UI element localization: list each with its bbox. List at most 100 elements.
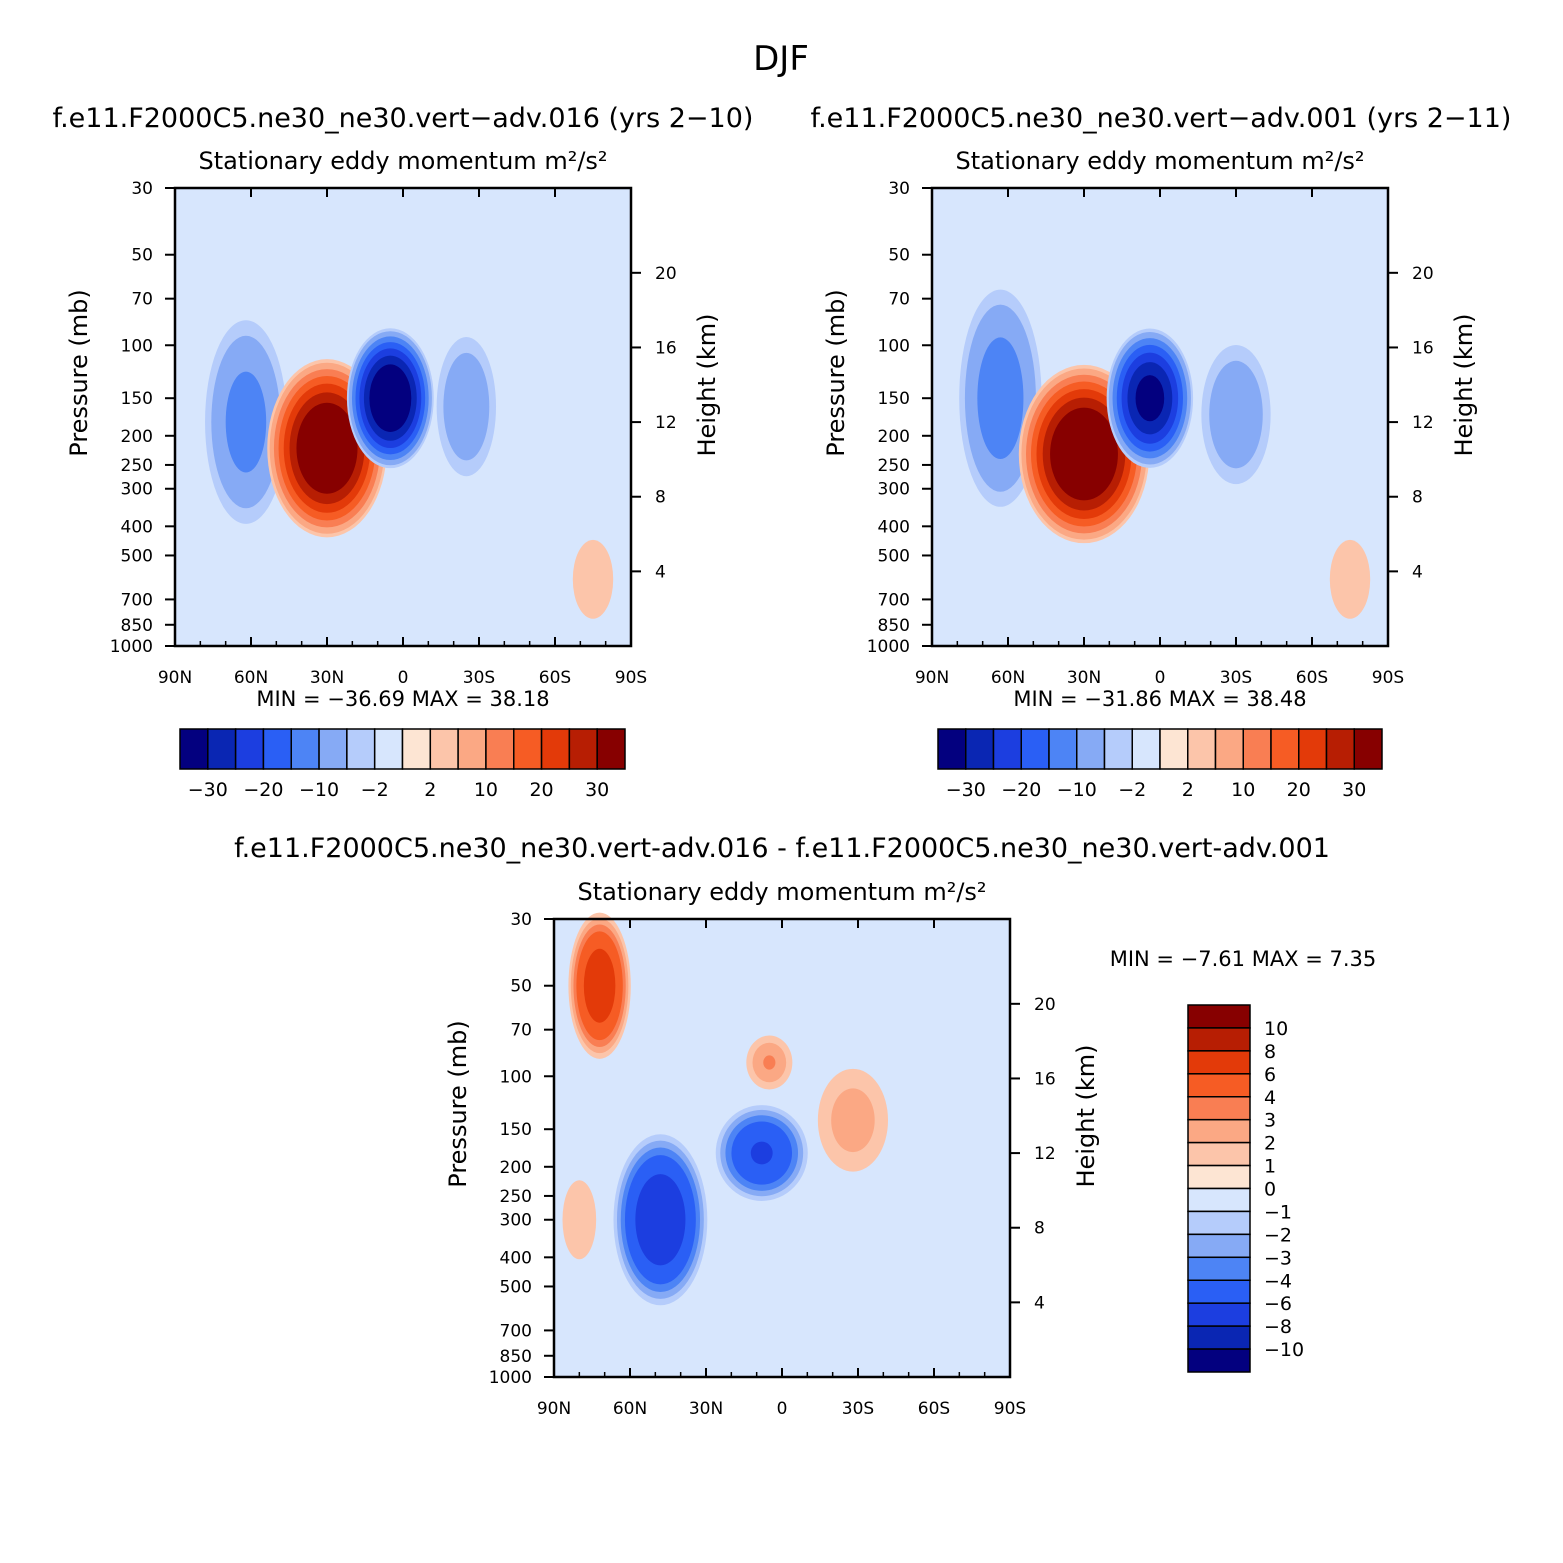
x-tick-label: 60S [1296,668,1328,688]
colorbar-swatch [346,728,376,770]
y-tick-label: 250 [878,456,910,476]
colorbar-swatch [373,728,404,770]
plot-units: m²/s² [923,878,986,906]
panel-001: f.e11.F2000C5.ne30_ne30.vert−adv.001 (yr… [811,103,1512,801]
contour-band [1209,360,1263,469]
min-max-label: MIN = −7.61 MAX = 7.35 [1110,947,1377,971]
colorbar-label: 20 [1287,779,1311,801]
y-tick-label: 50 [510,977,532,997]
colorbar-swatch [1187,1050,1251,1075]
x-tick-label: 90S [994,1399,1026,1419]
diff-title: f.e11.F2000C5.ne30_ne30.vert-adv.016 - f… [234,833,1330,864]
x-tick-label: 60N [991,668,1025,688]
colorbar-swatch [1187,1210,1251,1236]
colorbar-label: 1 [1264,1156,1276,1178]
y-tick-label: 30 [131,179,153,199]
plot-title: Stationary eddy momentum m²/s² [577,878,986,906]
y-axis-label: Pressure (mb) [65,289,93,456]
field-feature [1201,344,1271,485]
contour-band [1135,375,1165,422]
plot-title-text: Stationary eddy momentum [577,878,923,906]
contour-band [583,948,616,1023]
colorbar-swatch [1076,728,1106,770]
x-tick-label: 30S [1220,668,1252,688]
colorbar-swatch [1187,1073,1251,1098]
contour-band [977,337,1024,459]
colorbar-swatch [1187,1096,1251,1121]
field-feature [562,1180,597,1260]
colorbar-swatch [1187,1348,1251,1373]
colorbar: −30 −20 −10 −2 2 10 20 30 [179,728,626,801]
y-tick-label: 850 [500,1347,532,1367]
x-tick-label: 30S [463,668,495,688]
y-tick-label: 300 [500,1211,532,1231]
field-feature [436,337,497,477]
colorbar-swatch [1187,1027,1251,1052]
y-tick-label: 700 [121,590,153,610]
colorbar-label: 2 [1182,779,1194,801]
y-tick-label: 50 [888,246,910,266]
colorbar-swatch [965,728,995,770]
x-tick-label: 90N [158,668,192,688]
colorbar-label: −20 [243,779,283,801]
contour-band [296,402,358,494]
contour-band [1050,407,1118,501]
contour-band [831,1088,875,1153]
colorbar-swatch [540,728,571,770]
colorbar-swatch [1187,1187,1251,1213]
y2-tick-label: 4 [1034,1293,1045,1313]
y-tick-label: 150 [878,389,910,409]
contour-band [572,539,614,619]
plot-title-text: Stationary eddy momentum [198,147,544,175]
y2-tick-label: 8 [1412,488,1423,508]
y2-tick-label: 16 [1034,1069,1056,1089]
y-tick-label: 300 [878,480,910,500]
y-tick-label: 400 [878,517,910,537]
y2-tick-label: 20 [1412,264,1434,284]
x-tick-label: 90N [537,1399,571,1419]
y-tick-label: 1000 [110,637,153,657]
y2-axis-label: Height (km) [1450,314,1478,457]
plot-title: Stationary eddy momentum m²/s² [955,147,1364,175]
x-tick-label: 0 [398,668,409,688]
colorbar-swatch [1214,728,1244,770]
field-feature [205,320,287,524]
colorbar-swatch [1131,728,1161,770]
colorbar-label: −30 [946,779,986,801]
colorbar-label: −1 [1264,1201,1292,1223]
colorbar-label: 20 [529,779,553,801]
y-tick-label: 1000 [489,1368,532,1388]
contour-band [369,364,412,433]
field-feature [746,1035,793,1090]
colorbar-swatch [179,728,209,770]
x-tick-label: 0 [777,1399,788,1419]
y2-tick-label: 12 [1412,413,1434,433]
x-tick-label: 90S [615,668,647,688]
colorbar-label: 2 [424,779,436,801]
field-feature [572,539,614,619]
plot-units: m²/s² [544,147,607,175]
colorbar-swatch [485,728,515,770]
y-tick-label: 850 [121,616,153,636]
y-tick-label: 500 [121,546,153,566]
colorbar-swatch [1187,1279,1251,1304]
y-tick-label: 50 [131,246,153,266]
colorbar-swatch [1187,1256,1251,1281]
y-tick-label: 400 [121,517,153,537]
colorbar-label: 3 [1264,1110,1276,1132]
contour-band [763,1055,776,1070]
colorbar-swatch [401,728,432,770]
colorbar-swatch [1048,728,1078,770]
y-tick-label: 850 [878,616,910,636]
contour-band [750,1141,773,1165]
colorbar-swatch [1020,728,1050,770]
y-axis-label: Pressure (mb) [822,289,850,456]
y2-tick-label: 4 [655,562,666,582]
plot-units: m²/s² [1301,147,1364,175]
colorbar-swatch [1187,728,1217,770]
colorbar-swatch [596,728,626,770]
panel-diff: Stationary eddy momentum m²/s² 90N 60N 30N 0… [444,878,1376,1419]
x-tick-label: 60N [613,1399,647,1419]
contour-band [443,352,490,461]
